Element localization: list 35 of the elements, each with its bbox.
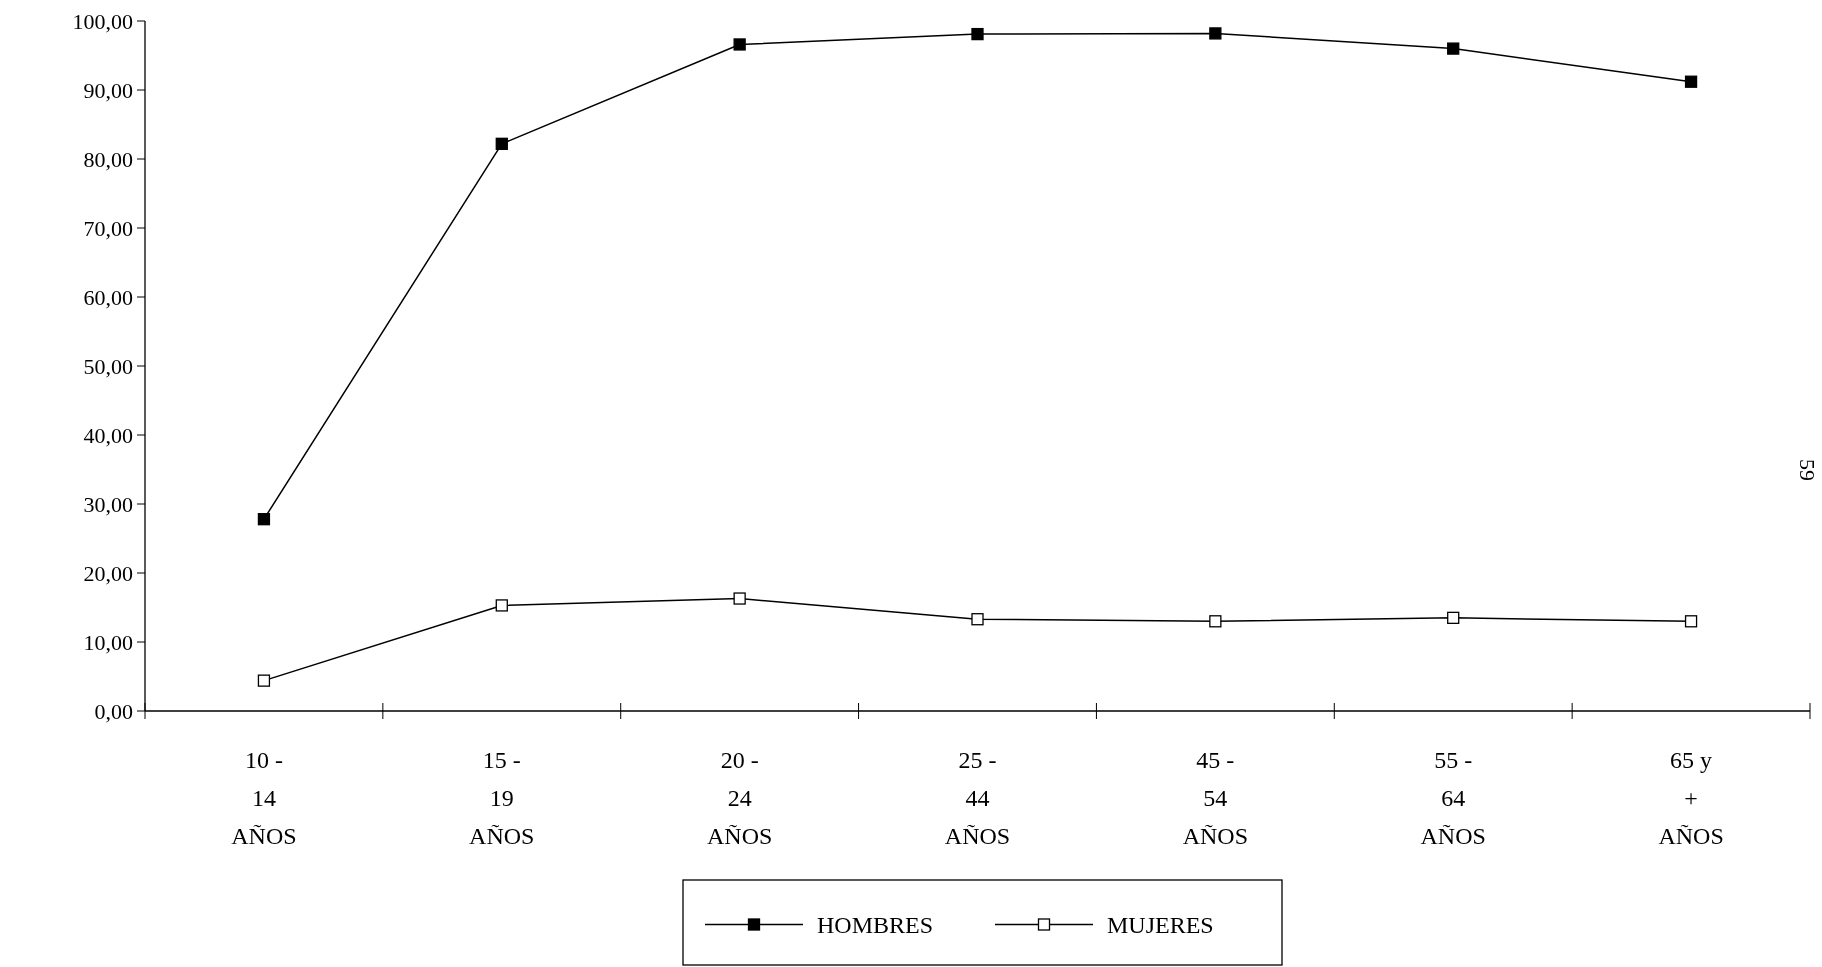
point [1209, 615, 1222, 628]
x-tick-label: 20 - 24 AÑOS [706, 747, 773, 849]
y-tick-label: 40,00 [83, 422, 133, 448]
point [971, 27, 984, 41]
legend-label: MUJERES [1107, 911, 1214, 938]
point [1447, 611, 1460, 624]
point [1684, 615, 1698, 628]
point [1684, 75, 1698, 88]
y-tick-label: 70,00 [83, 215, 133, 241]
annotation: 59 [1795, 459, 1820, 481]
y-tick-label: 80,00 [83, 146, 133, 172]
x-tick-label: 65 y + AÑOS [1658, 747, 1724, 849]
x-tick-label: 25 - 44 AÑOS [944, 747, 1011, 849]
legend-label: HOMBRES [817, 911, 934, 938]
point [733, 38, 746, 51]
point [1447, 42, 1460, 55]
y-tick-label: 60,00 [83, 284, 133, 310]
y-tick-label: 90,00 [83, 77, 133, 103]
y-tick-label: 20,00 [83, 560, 133, 586]
x-tick-label: 45 - 54 AÑOS [1182, 747, 1249, 849]
y-tick-label: 10,00 [83, 629, 133, 655]
x-tick-label: 55 - 64 AÑOS [1420, 747, 1486, 849]
point [257, 513, 271, 526]
point [971, 613, 984, 626]
x-tick-label: 15 - 19 AÑOS [469, 747, 535, 849]
point [733, 592, 746, 605]
y-tick-label: 30,00 [83, 491, 133, 517]
point [495, 137, 508, 150]
y-tick-label: 50,00 [83, 353, 133, 379]
y-tick-label: 0,00 [94, 698, 133, 724]
x-tick-label: 10 - 14 AÑOS [231, 747, 297, 849]
point [257, 674, 271, 687]
point [495, 599, 508, 612]
point [1209, 27, 1222, 40]
y-tick-label: 100,00 [72, 8, 133, 34]
